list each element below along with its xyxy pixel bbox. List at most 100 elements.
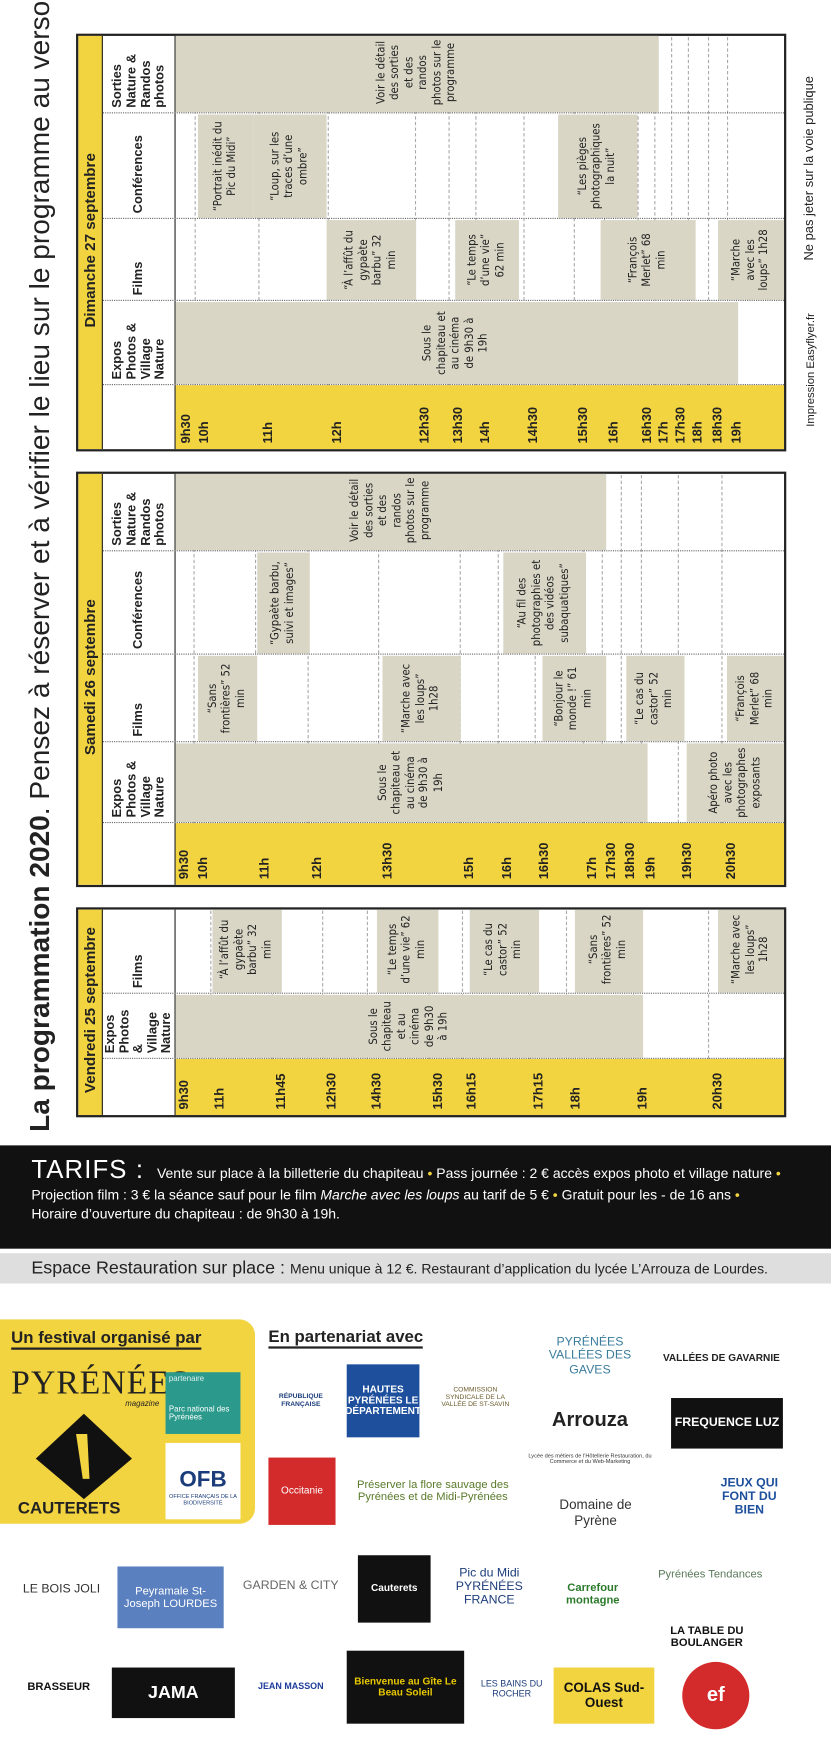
time-label: 12h30 <box>325 1072 339 1110</box>
partner-logo: COMMISSION SYNDICALE DE LA VALLÉE DE ST-… <box>436 1364 515 1432</box>
partner-logo: LES BAINS DU ROCHER <box>475 1656 549 1724</box>
time-label: 17h <box>586 856 600 880</box>
printer-note: Impression Easyflyer.fr <box>805 313 818 427</box>
tarifs-band: TARIFS : Vente sur place à la billetteri… <box>0 1145 831 1249</box>
time-label: 13h30 <box>451 406 466 444</box>
time-label: 18h30 <box>711 406 725 444</box>
partner-logo: Préserver la flore sauvage des Pyrénées … <box>348 1459 517 1522</box>
time-label: 15h <box>463 856 477 880</box>
column-divider <box>102 653 787 655</box>
time-label: 11h <box>261 422 276 444</box>
event-block: Apéro photo avec les photographes exposa… <box>686 743 786 822</box>
partner-logo: VALLÉES DE GAVARNIE <box>659 1330 783 1387</box>
event-block: “François Merlet” 68 min <box>726 655 786 742</box>
timetable: Dimanche 27 septembre 9h30 10h 11h 12h 12h30 1… <box>76 33 787 452</box>
column-header: Conférences <box>132 135 146 214</box>
time-label: 11h <box>258 857 272 880</box>
time-label: 19h <box>730 421 744 444</box>
column-divider <box>102 384 787 386</box>
row-divider <box>707 907 710 1059</box>
time-label: 16h15 <box>465 1072 479 1110</box>
organizers-heading: Un festival organisé par <box>11 1328 202 1350</box>
event-block: “Sans frontières” 52 min <box>574 907 644 993</box>
parc-name: Parc national des Pyrénées <box>168 1405 230 1422</box>
time-label: 18h <box>691 421 705 444</box>
column-divider <box>102 1057 787 1059</box>
partner-logo: Cauterets <box>357 1555 431 1623</box>
event-block: Voir le détail des sorties et des randos… <box>175 33 659 113</box>
tarifs-text: Gratuit pour les - de 16 ans <box>562 1187 740 1203</box>
timetable: Vendredi 25 septembre 9h30 11h 11h45 12h30 14… <box>76 907 787 1118</box>
ofb-name: OFB <box>179 1467 227 1493</box>
day-title: Samedi 26 septembre <box>78 471 103 885</box>
partner-logo: JEUX QUI FONT DU BIEN <box>710 1457 789 1537</box>
time-label: 9h30 <box>177 1080 192 1110</box>
partner-logo: FREQUENCE LUZ <box>671 1398 783 1449</box>
event-block: “À l’affût du gypaète barbu” 32 min <box>326 220 417 300</box>
tarifs-text: Horaire d’ouverture du chapiteau : de 9h… <box>31 1206 340 1222</box>
column-divider <box>102 741 787 743</box>
partner-logo: JAMA <box>111 1667 235 1719</box>
time-label: 17h15 <box>532 1072 546 1110</box>
time-label: 16h <box>607 421 621 444</box>
time-label: 14h30 <box>370 1072 384 1110</box>
column-divider <box>102 550 787 552</box>
partner-logo: Domaine de Pyrène <box>542 1476 649 1550</box>
time-label: 19h30 <box>681 842 695 880</box>
partner-logo: Peyramale St-Joseph LOURDES <box>117 1566 224 1629</box>
event-block: Sous le chapiteau et au cinéma de 9h30 à… <box>175 302 739 385</box>
partner-logo: BRASSEUR <box>16 1656 101 1719</box>
time-label: 18h30 <box>624 842 638 880</box>
tarifs-text: Vente sur place à la billetterie du chap… <box>157 1166 432 1182</box>
partner-logo: JEAN MASSON <box>251 1656 330 1719</box>
event-block: “Loup, sur les traces d’une ombre” <box>253 114 327 218</box>
partners-heading: En partenariat avec <box>268 1327 424 1349</box>
emblem-figure <box>76 1433 90 1479</box>
event-block: “François Merlet” 68 min <box>600 220 696 300</box>
restauration-text: Menu unique à 12 €. Restaurant d’applica… <box>289 1261 768 1277</box>
main-title: La programmation 2020. Pensez à réserver… <box>20 0 60 1132</box>
cauterets-emblem <box>35 1413 132 1500</box>
event-block: “Bonjour le monde !” 61 min <box>542 655 607 742</box>
time-label: 10h <box>196 856 211 880</box>
time-label: 10h <box>197 421 212 444</box>
partner-logo: Carrefour montagne <box>553 1560 632 1629</box>
time-label: 18h <box>569 1087 583 1110</box>
column-divider <box>102 992 787 994</box>
event-block: “Marche avec les loups” 1h28 <box>382 655 461 742</box>
column-divider <box>102 217 787 219</box>
column-header: Expos Photos & Village Nature <box>110 322 167 380</box>
event-block: “Le cas du castor” 52 min <box>469 907 540 993</box>
magazine-sub: magazine <box>125 1400 160 1409</box>
event-block: “Au fil des photographies et des vidéos … <box>503 552 587 654</box>
ofb-sub: OFFICE FRANÇAIS DE LA BIODIVERSITÉ <box>168 1493 238 1507</box>
partner-logo: LA TABLE DU BOULANGER <box>662 1617 752 1657</box>
row-divider <box>677 471 679 824</box>
event-block: Sous le chapiteau et au cinéma de 9h30 à… <box>175 743 648 822</box>
time-label: 19h <box>636 1087 650 1110</box>
partner-logo: PYRÉNÉES VALLÉES DES GAVES <box>525 1330 655 1382</box>
time-label: 14h30 <box>526 406 541 444</box>
time-label: 15h30 <box>431 1072 446 1110</box>
tarifs-line: Horaire d’ouverture du chapiteau : de 9h… <box>31 1206 799 1222</box>
event-block: “Le cas du castor” 52 min <box>626 655 685 742</box>
event-block: “Les pièges photographiques la nuit” <box>558 114 638 218</box>
column-divider <box>102 299 787 301</box>
column-header: Sorties Nature & Randos photos <box>110 53 167 108</box>
tarifs-film: Marche avec les loups <box>320 1186 460 1203</box>
event-block: “Sans frontières” 52 min <box>197 655 258 742</box>
column-divider <box>102 112 787 114</box>
tarifs-line: TARIFS : Vente sur place à la billetteri… <box>31 1154 799 1184</box>
column-header: Films <box>132 702 146 737</box>
column-header: Films <box>132 954 146 989</box>
event-block: “Portrait inédit du Pic du Midi” <box>197 114 254 218</box>
litter-notice: Ne pas jeter sur la voie publique <box>803 76 817 261</box>
partner-logo: GARDEN & CITY <box>234 1560 347 1612</box>
column-header: Sorties Nature & Randos photos <box>110 491 167 546</box>
parc-logo: partenaire Parc national des Pyrénées <box>165 1372 241 1434</box>
time-label: 12h <box>310 856 325 880</box>
tarifs-line: Projection film : 3 € la séance sauf pou… <box>31 1187 799 1203</box>
parc-tag: partenaire <box>168 1375 205 1384</box>
partner-logo: LE BOIS JOLI <box>16 1555 107 1623</box>
